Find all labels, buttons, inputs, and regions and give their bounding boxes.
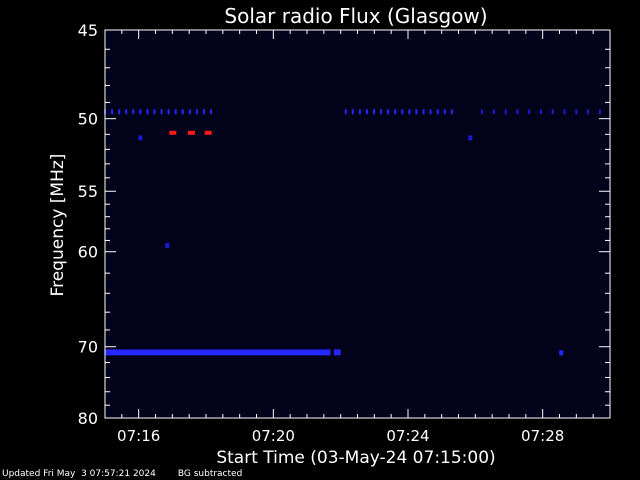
y-axis-label: Frequency [MHz] xyxy=(48,154,68,297)
signal-band xyxy=(333,349,341,356)
y-tick-label: 50 xyxy=(78,110,98,129)
signal-dash xyxy=(551,109,554,115)
signal-dash xyxy=(504,109,507,115)
signal-dash xyxy=(422,109,425,115)
signal-dash xyxy=(481,109,484,115)
signal-dash xyxy=(492,109,495,115)
signal-dash xyxy=(167,109,170,115)
burst-mark xyxy=(187,130,195,135)
signal-dash xyxy=(160,109,163,115)
plot-area xyxy=(105,30,610,418)
chart-title: Solar radio Flux (Glasgow) xyxy=(224,4,487,28)
signal-dash xyxy=(125,109,128,115)
y-tick-label: 70 xyxy=(78,338,98,357)
signal-dash xyxy=(358,109,361,115)
signal-dash xyxy=(387,109,390,115)
y-tick-label: 60 xyxy=(78,243,98,262)
signal-dash xyxy=(528,109,531,115)
signal-dash xyxy=(188,109,191,115)
signal-dash xyxy=(408,109,411,115)
updated-timestamp: Updated Fri May 3 07:57:21 2024 xyxy=(2,469,156,479)
signal-dash xyxy=(429,109,432,115)
burst-mark xyxy=(169,130,177,135)
signal-dash xyxy=(443,109,446,115)
signal-dash xyxy=(415,109,418,115)
signal-dash xyxy=(174,109,177,115)
signal-dash xyxy=(563,109,566,115)
axes: 07:16 07:20 07:24 07:28 45 50 55 60 70 80 xyxy=(78,21,611,445)
signal-dash xyxy=(351,109,354,115)
signal-dash xyxy=(146,109,149,115)
signal-dash xyxy=(111,109,114,115)
signal-dot xyxy=(165,242,170,248)
y-tick-label: 80 xyxy=(78,409,98,428)
signal-dash xyxy=(344,109,347,115)
signal-dash xyxy=(202,109,205,115)
signal-dot xyxy=(559,350,564,356)
signal-dash xyxy=(539,109,542,115)
signal-dash xyxy=(380,109,383,115)
signal-dash xyxy=(450,109,453,115)
x-tick-label: 07:20 xyxy=(252,427,295,445)
signal-dash xyxy=(181,109,184,115)
signal-dash xyxy=(153,109,156,115)
signal-dash xyxy=(210,109,213,115)
signal-dash xyxy=(132,109,135,115)
x-axis-label: Start Time (03-May-24 07:15:00) xyxy=(216,448,495,468)
signal-dash xyxy=(587,109,590,115)
signal-dot xyxy=(138,135,143,141)
signal-dash xyxy=(365,109,368,115)
y-tick-label: 55 xyxy=(78,182,98,201)
signal-dash xyxy=(394,109,397,115)
signal-dash xyxy=(516,109,519,115)
signal-dot xyxy=(468,135,473,141)
x-tick-label: 07:24 xyxy=(386,427,429,445)
signal-dash xyxy=(118,109,121,115)
y-tick-label: 45 xyxy=(78,21,98,40)
signal-features xyxy=(104,109,601,356)
signal-dash xyxy=(372,109,375,115)
signal-dash xyxy=(401,109,404,115)
signal-dash xyxy=(575,109,578,115)
burst-mark xyxy=(204,130,212,135)
signal-band xyxy=(105,349,331,356)
x-tick-label: 07:28 xyxy=(521,427,564,445)
signal-dash xyxy=(436,109,439,115)
footer: Updated Fri May 3 07:57:21 2024 BG subtra… xyxy=(2,469,264,479)
signal-dash xyxy=(195,109,198,115)
signal-dash xyxy=(598,109,601,115)
x-tick-label: 07:16 xyxy=(117,427,160,445)
background-note: BG subtracted xyxy=(177,469,243,479)
signal-dash xyxy=(139,109,142,115)
